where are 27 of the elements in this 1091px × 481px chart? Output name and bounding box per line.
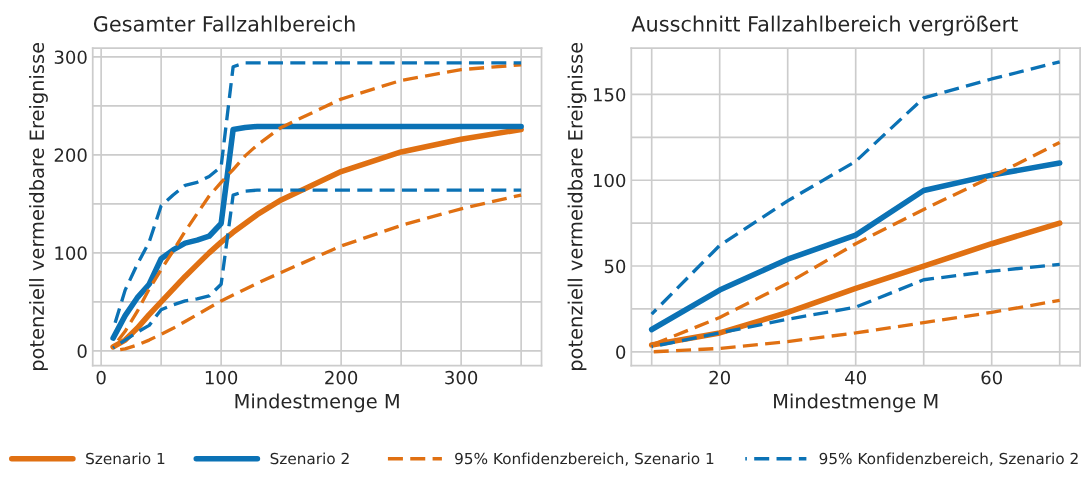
- y-tick-label: 0: [616, 345, 626, 359]
- y-axis-title: potenziell vermeidbare Ereignisse: [567, 42, 587, 371]
- line-series: [650, 60, 1062, 316]
- y-tick-label: 200: [54, 148, 87, 163]
- y-tick-label: 0: [77, 344, 87, 358]
- line-series: [650, 262, 1062, 349]
- legend-label: 95% Konfidenzbereich, Szenario 1: [455, 452, 714, 466]
- x-axis-title: Mindestmenge M: [235, 393, 399, 413]
- y-tick-label: 300: [54, 50, 87, 65]
- legend-label: Szenario 1: [86, 452, 165, 465]
- x-tick-label: 200: [325, 370, 358, 385]
- y-tick-label: 100: [593, 173, 626, 188]
- x-axis-title: Mindestmenge M: [774, 393, 938, 413]
- y-tick-label: 50: [604, 259, 626, 274]
- y-tick-label: 100: [55, 246, 87, 260]
- x-tick-label: 20: [709, 370, 730, 385]
- legend-label: 95% Konfidenzbereich, Szenario 2: [819, 452, 1078, 466]
- chart-title: Ausschnitt Fallzahlbereich vergrößert: [631, 15, 1018, 36]
- legend-label: Szenario 2: [270, 452, 349, 465]
- y-axis-title: potenziell vermeidbare Ereignisse: [29, 42, 48, 371]
- chart-title: Gesamter Fallzahlbereich: [93, 15, 355, 32]
- x-tick-label: 300: [445, 370, 478, 385]
- x-tick-label: 40: [845, 370, 866, 385]
- x-tick-label: 0: [96, 370, 106, 385]
- y-tick-label: 150: [593, 87, 626, 102]
- x-tick-label: 100: [205, 370, 238, 385]
- x-tick-label: 60: [981, 370, 1002, 385]
